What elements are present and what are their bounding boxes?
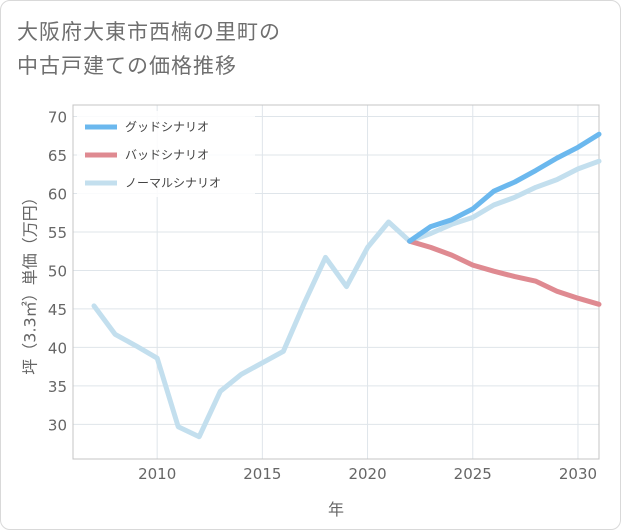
y-tick-label-70: 70 bbox=[48, 109, 67, 127]
x-tick-label-2030: 2030 bbox=[559, 465, 597, 483]
chart-title: 大阪府大東市西楠の里町の 中古戸建ての価格推移 bbox=[17, 15, 281, 83]
x-axis-label: 年 bbox=[328, 500, 344, 519]
plot-area-frame bbox=[72, 104, 600, 460]
y-tick-label-65: 65 bbox=[48, 147, 67, 165]
y-axis-label: 坪（3.3㎡）単価（万円） bbox=[21, 189, 40, 374]
series-line-2 bbox=[91, 158, 602, 440]
series-line-1 bbox=[407, 238, 602, 307]
series-lines bbox=[91, 131, 602, 440]
x-tick-label-2015: 2015 bbox=[243, 465, 281, 483]
x-tick-label-2020: 2020 bbox=[348, 465, 386, 483]
y-tick-label-40: 40 bbox=[48, 339, 67, 357]
legend-label-0: グッドシナリオ bbox=[125, 120, 209, 134]
x-axis-ticks: 2010 2015 2020 2025 2030 bbox=[138, 465, 597, 483]
legend-label-2: ノーマルシナリオ bbox=[125, 176, 221, 190]
grid bbox=[73, 105, 599, 459]
chart-title-line-1: 大阪府大東市西楠の里町の bbox=[17, 20, 281, 44]
x-tick-label-2010: 2010 bbox=[138, 465, 176, 483]
legend-label-1: バッドシナリオ bbox=[125, 148, 209, 162]
x-tick-label-2025: 2025 bbox=[454, 465, 492, 483]
y-tick-label-50: 50 bbox=[48, 262, 67, 280]
chart-title-line-2: 中古戸建ての価格推移 bbox=[17, 54, 237, 78]
y-tick-label-60: 60 bbox=[48, 186, 67, 204]
y-tick-label-45: 45 bbox=[48, 301, 67, 319]
y-tick-label-55: 55 bbox=[48, 224, 67, 242]
y-tick-label-35: 35 bbox=[48, 378, 67, 396]
series-line-0 bbox=[407, 131, 602, 244]
y-axis-ticks: 30 35 40 45 50 55 60 65 70 bbox=[48, 109, 67, 435]
y-tick-label-30: 30 bbox=[48, 416, 67, 434]
